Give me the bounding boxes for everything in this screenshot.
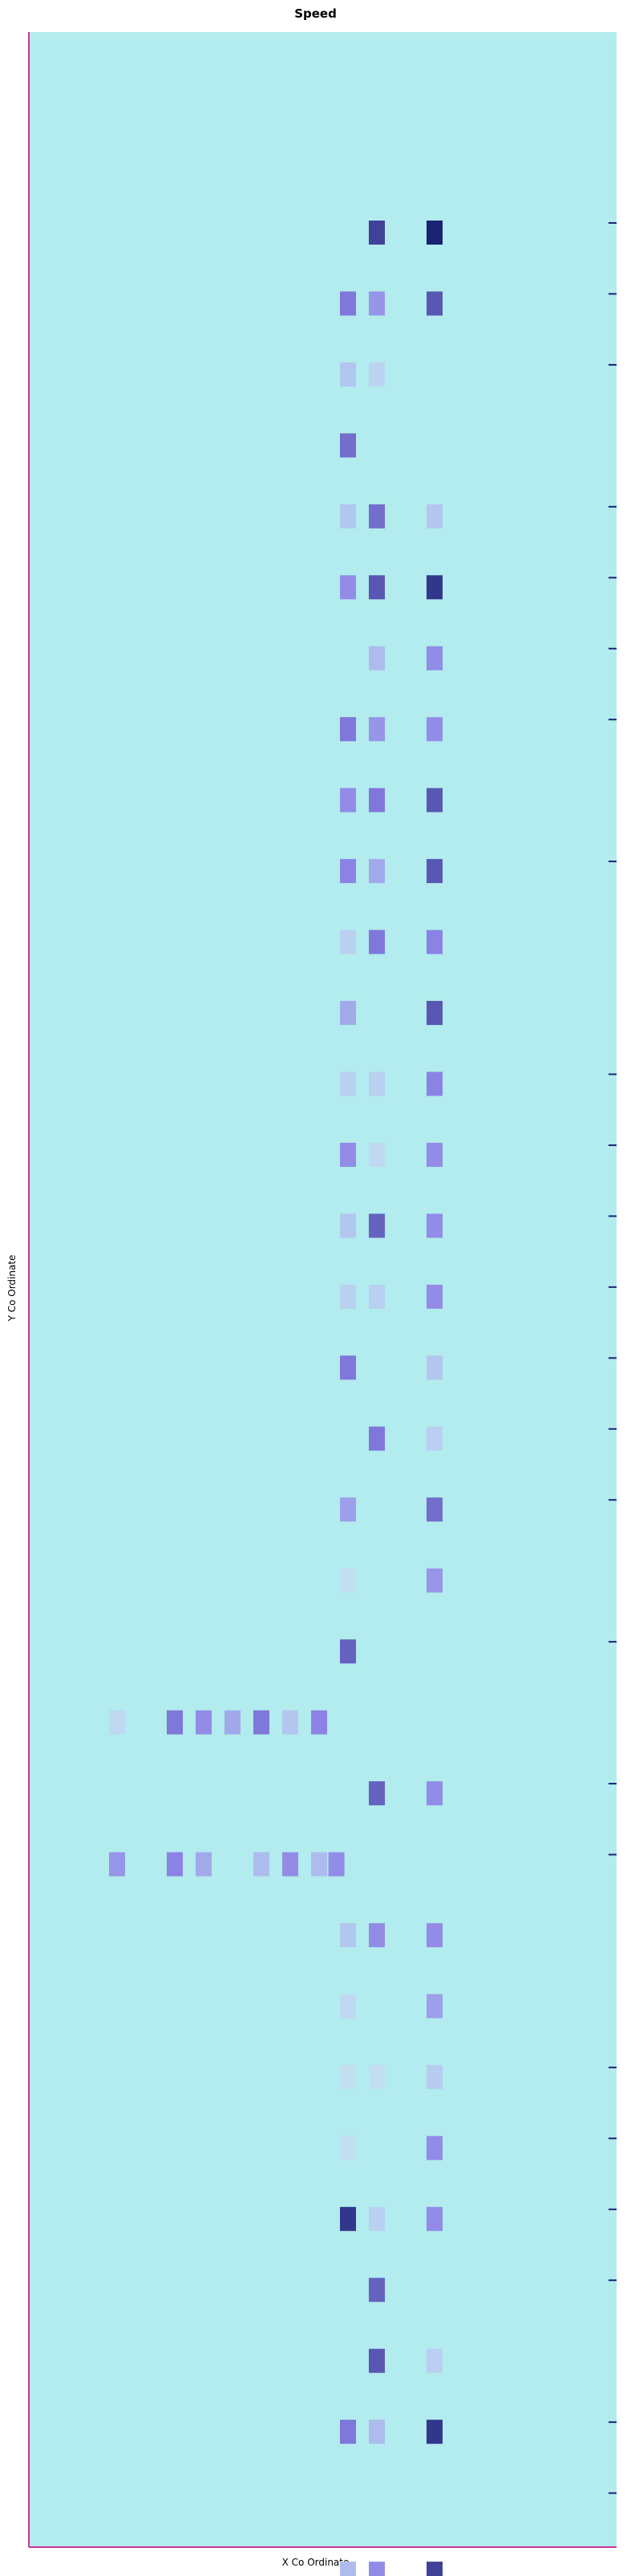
heatmap-cell [340, 717, 356, 742]
heatmap-cell [369, 504, 385, 529]
heatmap-cell [282, 1710, 298, 1735]
heatmap-cell [427, 1426, 443, 1451]
heatmap-cell [340, 575, 356, 600]
heatmap-cell [369, 291, 385, 316]
heatmap-cell [427, 1355, 443, 1380]
heatmap-cell [427, 2206, 443, 2231]
heatmap-cell [369, 1142, 385, 1167]
heatmap-cell [427, 1001, 443, 1026]
heatmap-cell [427, 1284, 443, 1309]
heatmap-cell [340, 1497, 356, 1522]
heatmap-cell [427, 1994, 443, 2019]
heatmap-cell [340, 2206, 356, 2231]
heatmap-cell [369, 930, 385, 954]
heatmap-cell [369, 1922, 385, 1947]
heatmap-cell [369, 2562, 385, 2576]
edge-ticks [609, 222, 617, 2494]
heatmap-cell [427, 1213, 443, 1238]
heatmap-cell [340, 930, 356, 954]
heatmap-cell [253, 1710, 269, 1735]
heatmap-cell [427, 2420, 443, 2444]
heatmap-cell [340, 859, 356, 884]
heatmap-cell [196, 1852, 212, 1877]
heatmap-cell [427, 788, 443, 812]
heatmap-cell [340, 2064, 356, 2089]
heatmap-cell [369, 575, 385, 600]
heatmap-cell [340, 2136, 356, 2161]
heatmap-cell [282, 1852, 298, 1877]
heatmap-cell [427, 504, 443, 529]
heatmap-cell [369, 646, 385, 670]
heatmap-cell [340, 1922, 356, 1947]
heatmap-cell [369, 1284, 385, 1309]
x-axis-label: X Co Ordinate [281, 2557, 350, 2568]
heatmap-cell [109, 1710, 125, 1735]
heatmap-cell [340, 1071, 356, 1096]
heatmap-cell [340, 2420, 356, 2444]
heatmap-cell [109, 1852, 125, 1877]
heatmap-cell [427, 930, 443, 954]
heatmap-cells [109, 221, 443, 2576]
heatmap-cell [340, 433, 356, 458]
heatmap-cell [427, 859, 443, 884]
heatmap-cell [369, 1781, 385, 1806]
heatmap-cell [340, 1284, 356, 1309]
heatmap-cell [427, 2064, 443, 2089]
heatmap-cell [328, 1852, 345, 1877]
heatmap-cell [340, 1639, 356, 1664]
heatmap-cell [340, 291, 356, 316]
heatmap-cell [167, 1710, 183, 1735]
heatmap-cell [311, 1852, 327, 1877]
heatmap-cell [369, 1071, 385, 1096]
heatmap-cell [369, 221, 385, 245]
heatmap-cell [196, 1710, 212, 1735]
heatmap-cell [369, 2420, 385, 2444]
heatmap-cell [369, 859, 385, 884]
heatmap-cell [427, 2136, 443, 2161]
heatmap-cell [427, 1071, 443, 1096]
heatmap-cell [427, 646, 443, 670]
heatmap-cell [369, 717, 385, 742]
heatmap-cell [427, 717, 443, 742]
heatmap-cell [167, 1852, 183, 1877]
heatmap-cell [369, 2206, 385, 2231]
heatmap-cell [340, 2562, 356, 2576]
heatmap-cell [427, 1781, 443, 1806]
heatmap-cell [340, 1213, 356, 1238]
heatmap-cell [369, 2278, 385, 2303]
heatmap-cell [427, 1142, 443, 1167]
heatmap-cell [340, 1994, 356, 2019]
chart-title: Speed [294, 6, 337, 21]
heatmap-cell [340, 1001, 356, 1026]
heatmap-cell [427, 291, 443, 316]
heatmap-cell [311, 1710, 327, 1735]
heatmap-cell [427, 1568, 443, 1593]
heatmap-cell [427, 2348, 443, 2373]
heatmap-cell [427, 1922, 443, 1947]
plot-background [29, 32, 617, 2547]
heatmap-cell [340, 504, 356, 529]
heatmap-cell [427, 221, 443, 245]
heatmap-cell [340, 1568, 356, 1593]
heatmap-cell [427, 1497, 443, 1522]
heatmap-cell [369, 1426, 385, 1451]
heatmap-cell [253, 1852, 269, 1877]
heatmap-cell [369, 2064, 385, 2089]
heatmap-cell [427, 2562, 443, 2576]
heatmap-cell [340, 362, 356, 387]
heatmap-cell [427, 575, 443, 600]
heatmap-cell [340, 1355, 356, 1380]
heatmap-cell [369, 362, 385, 387]
heatmap-cell [224, 1710, 241, 1735]
heatmap-cell [369, 1213, 385, 1238]
heatmap-cell [340, 788, 356, 812]
heatmap-cell [369, 2348, 385, 2373]
heatmap-cell [340, 1142, 356, 1167]
heatmap-cell [369, 788, 385, 812]
